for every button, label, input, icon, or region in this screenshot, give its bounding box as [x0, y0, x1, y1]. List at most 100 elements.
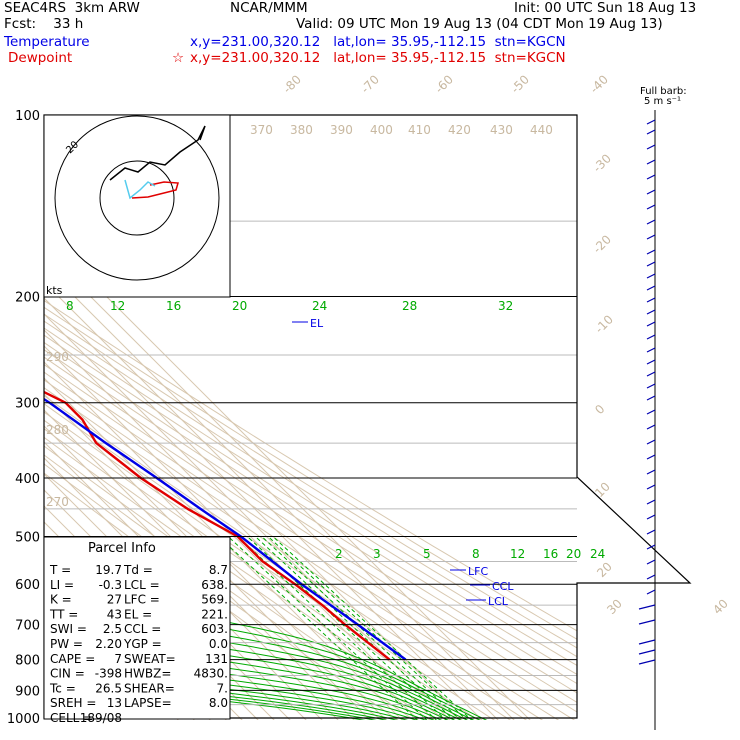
parcel-info-value: 0.0 — [209, 637, 228, 651]
valid-time: Valid: 09 UTC Mon 19 Aug 13 (04 CDT Mon … — [296, 16, 663, 32]
parcel-info-value: 603. — [201, 622, 228, 636]
mixing-ratio-line — [272, 536, 473, 720]
theta-label: 420 — [448, 123, 471, 137]
parcel-info-key: SHEAR= — [124, 681, 175, 695]
wind-barb — [638, 604, 656, 610]
isotherm-label: -10 — [592, 312, 616, 336]
isotherm-label: -70 — [358, 72, 382, 96]
mixing-ratio-line — [227, 536, 428, 720]
parcel-info-value: 4830. — [194, 667, 228, 681]
mixing-ratio-label: 20 — [566, 547, 581, 561]
pressure-tick-label: 500 — [15, 530, 40, 545]
parcel-info-value: 26.5 — [95, 681, 122, 695]
mixing-ratio-label: 32 — [498, 299, 513, 313]
dry-adiabat — [44, 419, 479, 720]
wind-barb — [646, 529, 656, 535]
pressure-tick-label: 1000 — [7, 712, 40, 727]
mixing-ratio-label: 3 — [373, 547, 381, 561]
parcel-info-key: HWBZ= — [124, 667, 171, 681]
wind-barb — [646, 424, 656, 430]
isotherm-line — [44, 249, 515, 720]
isotherm-label: -50 — [508, 72, 532, 96]
parcel-info-key: T = — [49, 563, 71, 577]
hodograph-units-label: kts — [46, 284, 63, 297]
wind-barb — [646, 297, 656, 303]
forecast-hour: Fcst: 33 h — [4, 16, 84, 32]
parcel-info-key: LFC = — [124, 593, 160, 607]
wind-barb — [646, 321, 656, 327]
parcel-info-key: LCL = — [124, 578, 160, 592]
parcel-info-value: 2.20 — [95, 637, 122, 651]
moist-adiabat — [44, 653, 435, 720]
level-marker-label: LFC — [468, 565, 488, 578]
wind-barb — [646, 285, 656, 291]
parcel-info-value: 13 — [107, 696, 122, 710]
level-marker-label: LCL — [488, 595, 509, 608]
isotherm-label: -40 — [587, 72, 611, 96]
isotherm-label: 40 — [710, 596, 731, 617]
temperature-profile — [44, 390, 391, 661]
parcel-info-value: 221. — [201, 607, 228, 621]
hodograph-ring-inner — [99, 160, 175, 236]
wind-barb — [646, 514, 656, 520]
isotherm-label: 20 — [594, 559, 615, 580]
wind-barb — [646, 439, 656, 445]
parcel-info-key: SWI = — [50, 622, 87, 636]
parcel-info-value: 8.0 — [209, 696, 228, 710]
theta-label: 370 — [250, 123, 273, 137]
theta-label: 390 — [330, 123, 353, 137]
wind-barb — [646, 395, 656, 401]
dry-adiabat — [44, 320, 577, 658]
dry-adiabat — [44, 411, 495, 720]
experiment-title: SEAC4RS 3km ARW — [4, 0, 140, 16]
dry-adiabat — [44, 334, 577, 676]
theta-label: 410 — [408, 123, 431, 137]
level-marker-label: EL — [310, 317, 324, 330]
parcel-info-key: TT = — [49, 607, 78, 621]
isotherm-label: -80 — [280, 72, 304, 96]
dry-adiabat — [44, 379, 560, 720]
wind-barb — [646, 309, 656, 315]
mixing-ratio-label: 16 — [543, 547, 558, 561]
mixing-ratio-line — [267, 536, 468, 720]
parcel-info-key: CAPE = — [50, 652, 95, 666]
wind-barb — [646, 454, 656, 460]
theta-label: 270 — [46, 495, 69, 509]
theta-label: 280 — [46, 423, 69, 437]
wind-barb — [638, 659, 656, 665]
barb-note-2: 5 m s⁻¹ — [644, 96, 681, 107]
mixing-ratio-label: 12 — [510, 547, 525, 561]
mixing-ratio-label: 24 — [590, 547, 605, 561]
pressure-tick-label: 700 — [15, 619, 40, 634]
hodograph-box — [43, 114, 231, 298]
parcel-info-value: 7. — [217, 681, 228, 695]
dry-adiabat — [44, 306, 577, 640]
temperature-legend: Temperature — [4, 34, 90, 50]
mixing-ratio-line — [218, 536, 418, 720]
wind-barb — [646, 347, 656, 353]
isotherm-line — [44, 297, 467, 720]
dry-adiabat — [44, 349, 577, 694]
isotherm-label: 0 — [592, 402, 607, 417]
parcel-info-key: LAPSE= — [124, 696, 172, 710]
dry-adiabat — [44, 341, 577, 685]
barb-note-1: Full barb: — [640, 86, 687, 97]
level-marker-label: CCL — [492, 580, 514, 593]
theta-label: 290 — [46, 350, 69, 364]
wind-barb — [646, 544, 656, 550]
parcel-info-value: 43 — [107, 607, 122, 621]
parcel-info-value: 638. — [201, 578, 228, 592]
moist-adiabat — [44, 609, 475, 720]
wind-barb — [646, 159, 656, 165]
pressure-tick-label: 600 — [15, 578, 40, 593]
mixing-ratio-label: 16 — [166, 299, 181, 313]
isotherm-line — [44, 329, 435, 720]
dry-adiabat — [44, 299, 577, 632]
dewpoint-legend: Dewpoint — [8, 50, 73, 66]
moist-adiabat — [44, 624, 462, 720]
wind-barb — [646, 129, 656, 135]
parcel-info-value: -398 — [95, 667, 122, 681]
wind-barb — [646, 189, 656, 195]
moist-adiabat — [44, 665, 418, 720]
